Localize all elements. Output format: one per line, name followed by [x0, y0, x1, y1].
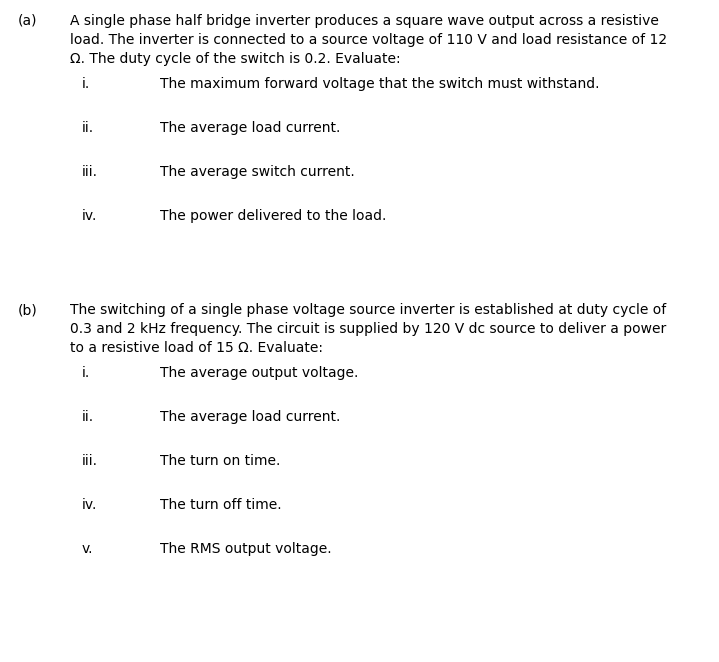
Text: (b): (b) [18, 303, 38, 317]
Text: ii.: ii. [82, 410, 94, 424]
Text: The RMS output voltage.: The RMS output voltage. [160, 542, 331, 556]
Text: The power delivered to the load.: The power delivered to the load. [160, 209, 386, 223]
Text: (a): (a) [18, 14, 37, 28]
Text: The turn off time.: The turn off time. [160, 498, 282, 512]
Text: iii.: iii. [82, 165, 98, 179]
Text: The turn on time.: The turn on time. [160, 454, 280, 468]
Text: i.: i. [82, 366, 91, 380]
Text: The average load current.: The average load current. [160, 410, 340, 424]
Text: i.: i. [82, 77, 91, 91]
Text: The average load current.: The average load current. [160, 121, 340, 135]
Text: 0.3 and 2 kHz frequency. The circuit is supplied by 120 V dc source to deliver a: 0.3 and 2 kHz frequency. The circuit is … [70, 322, 667, 336]
Text: ii.: ii. [82, 121, 94, 135]
Text: iii.: iii. [82, 454, 98, 468]
Text: to a resistive load of 15 Ω. Evaluate:: to a resistive load of 15 Ω. Evaluate: [70, 341, 323, 355]
Text: A single phase half bridge inverter produces a square wave output across a resis: A single phase half bridge inverter prod… [70, 14, 659, 28]
Text: The switching of a single phase voltage source inverter is established at duty c: The switching of a single phase voltage … [70, 303, 667, 317]
Text: The average switch current.: The average switch current. [160, 165, 354, 179]
Text: The average output voltage.: The average output voltage. [160, 366, 358, 380]
Text: Ω. The duty cycle of the switch is 0.2. Evaluate:: Ω. The duty cycle of the switch is 0.2. … [70, 52, 400, 66]
Text: v.: v. [82, 542, 93, 556]
Text: The maximum forward voltage that the switch must withstand.: The maximum forward voltage that the swi… [160, 77, 600, 91]
Text: iv.: iv. [82, 498, 97, 512]
Text: load. The inverter is connected to a source voltage of 110 V and load resistance: load. The inverter is connected to a sou… [70, 33, 667, 47]
Text: iv.: iv. [82, 209, 97, 223]
